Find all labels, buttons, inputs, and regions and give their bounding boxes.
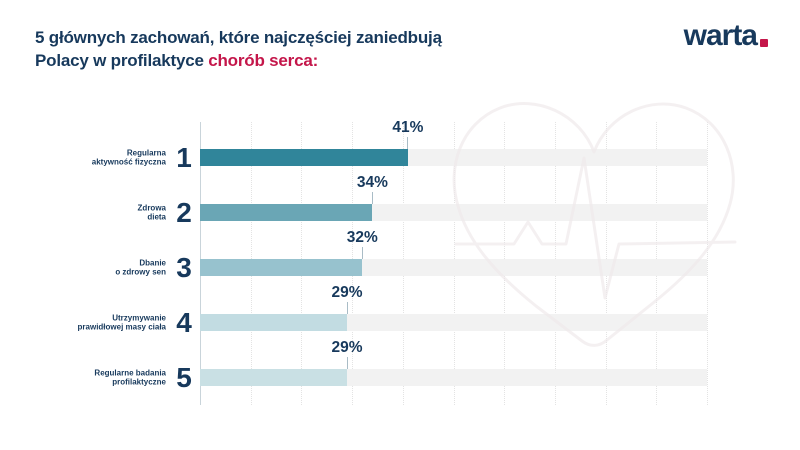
rank-number: 4 — [176, 306, 192, 338]
bar — [200, 204, 373, 221]
value-tick — [346, 302, 348, 314]
title-line-1: 5 głównych zachowań, które najczęściej z… — [35, 28, 442, 47]
bar — [200, 314, 348, 331]
bar — [200, 369, 348, 386]
rank-number: 1 — [176, 141, 192, 173]
value-tick — [361, 247, 363, 259]
value-tick — [371, 192, 373, 204]
rank-number: 3 — [176, 251, 192, 283]
page-title: 5 głównych zachowań, które najczęściej z… — [35, 26, 442, 72]
value-tick — [407, 137, 409, 149]
warta-logo: warta — [683, 19, 768, 52]
category-label: Utrzymywanie prawidłowej masy ciała — [77, 313, 166, 332]
bar — [200, 149, 408, 166]
rank-number: 2 — [176, 196, 192, 228]
category-label: Regularna aktywność fizyczna — [91, 148, 166, 167]
value-label: 34% — [356, 174, 388, 191]
category-label: Dbanie o zdrowy sen — [115, 258, 166, 277]
category-label: Regularne badania profilaktyczne — [94, 368, 166, 387]
value-label: 29% — [331, 339, 363, 356]
value-label: 29% — [331, 284, 363, 301]
title-line-2-accent: chorób serca: — [208, 51, 319, 70]
category-label: Zdrowa dieta — [137, 203, 166, 222]
bar — [200, 259, 363, 276]
bar-track — [200, 369, 707, 386]
value-label: 41% — [392, 119, 424, 136]
value-label: 32% — [346, 229, 378, 246]
warta-logo-text: warta — [683, 19, 758, 52]
title-line-2-normal: Polacy w profilaktyce — [35, 51, 209, 70]
rank-number: 5 — [176, 361, 192, 393]
warta-logo-dot — [760, 39, 768, 47]
title-line-2: Polacy w profilaktyce chorób serca: — [35, 49, 442, 72]
value-tick — [346, 357, 348, 369]
